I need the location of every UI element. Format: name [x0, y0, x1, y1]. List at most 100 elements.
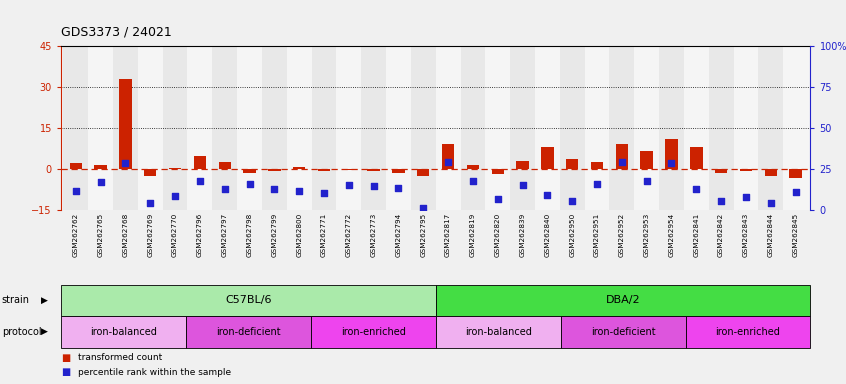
Point [118, 160, 132, 166]
Bar [244, 169, 255, 173]
Point [243, 181, 256, 187]
Point [565, 199, 579, 205]
Bar [218, 162, 231, 169]
Point [218, 186, 232, 192]
Bar [789, 169, 802, 178]
Bar [113, 46, 138, 210]
Text: ▶: ▶ [41, 327, 47, 336]
Bar [417, 169, 430, 175]
Bar [758, 46, 783, 210]
Bar [436, 285, 810, 316]
Bar [293, 167, 305, 169]
Text: DBA/2: DBA/2 [606, 295, 640, 305]
Bar [560, 46, 585, 210]
Bar [467, 165, 479, 169]
Bar [119, 79, 132, 169]
Bar [535, 46, 560, 210]
Bar [659, 46, 684, 210]
Point [714, 199, 728, 205]
Bar [386, 46, 411, 210]
Bar [138, 46, 162, 210]
Text: iron-deficient: iron-deficient [591, 327, 656, 337]
Bar [561, 316, 685, 348]
Text: GDS3373 / 24021: GDS3373 / 24021 [61, 25, 172, 38]
Bar [194, 157, 206, 169]
Bar [95, 165, 107, 169]
Bar [318, 169, 330, 172]
Bar [361, 46, 386, 210]
Text: protocol: protocol [2, 327, 41, 337]
Point [367, 184, 381, 190]
Text: ▶: ▶ [41, 296, 47, 305]
Bar [310, 316, 436, 348]
Bar [311, 46, 337, 210]
Bar [367, 169, 380, 171]
Point [615, 159, 629, 165]
Bar [585, 46, 609, 210]
Point [739, 194, 753, 200]
Bar [733, 46, 758, 210]
Bar [609, 46, 634, 210]
Point [788, 189, 802, 195]
Point [665, 160, 678, 166]
Point [640, 178, 653, 184]
Bar [591, 162, 603, 169]
Bar [690, 147, 702, 169]
Point [293, 187, 306, 194]
Text: transformed count: transformed count [78, 353, 162, 362]
Bar [287, 46, 311, 210]
Bar [69, 163, 82, 169]
Text: ■: ■ [61, 367, 70, 377]
Bar [442, 144, 454, 169]
Bar [486, 46, 510, 210]
Point [342, 182, 355, 188]
Point [764, 200, 777, 206]
Point [591, 181, 604, 187]
Bar [715, 169, 728, 173]
Bar [665, 139, 678, 169]
Text: iron-balanced: iron-balanced [90, 327, 157, 337]
Bar [616, 144, 628, 169]
Bar [566, 159, 579, 169]
Bar [337, 46, 361, 210]
Bar [262, 46, 287, 210]
Text: iron-deficient: iron-deficient [216, 327, 281, 337]
Bar [516, 161, 529, 169]
Bar [63, 46, 88, 210]
Bar [685, 316, 810, 348]
Bar [188, 46, 212, 210]
Bar [144, 169, 157, 175]
Bar [237, 46, 262, 210]
Bar [436, 46, 460, 210]
Bar [212, 46, 237, 210]
Text: iron-enriched: iron-enriched [341, 327, 406, 337]
Point [168, 193, 182, 199]
Bar [88, 46, 113, 210]
Bar [61, 285, 436, 316]
Point [193, 178, 206, 184]
Bar [343, 169, 355, 170]
Point [689, 186, 703, 192]
Bar [436, 316, 561, 348]
Point [442, 159, 455, 165]
Bar [162, 46, 188, 210]
Point [94, 179, 107, 185]
Bar [783, 46, 808, 210]
Point [267, 186, 281, 192]
Point [392, 185, 405, 191]
Point [144, 200, 157, 206]
Point [466, 178, 480, 184]
Bar [169, 168, 181, 169]
Bar [640, 151, 653, 169]
Bar [186, 316, 310, 348]
Point [491, 196, 504, 202]
Point [516, 182, 530, 188]
Bar [411, 46, 436, 210]
Bar [684, 46, 709, 210]
Bar [634, 46, 659, 210]
Bar [393, 169, 404, 173]
Bar [510, 46, 535, 210]
Text: iron-enriched: iron-enriched [716, 327, 781, 337]
Bar [739, 169, 752, 172]
Text: C57BL/6: C57BL/6 [225, 295, 272, 305]
